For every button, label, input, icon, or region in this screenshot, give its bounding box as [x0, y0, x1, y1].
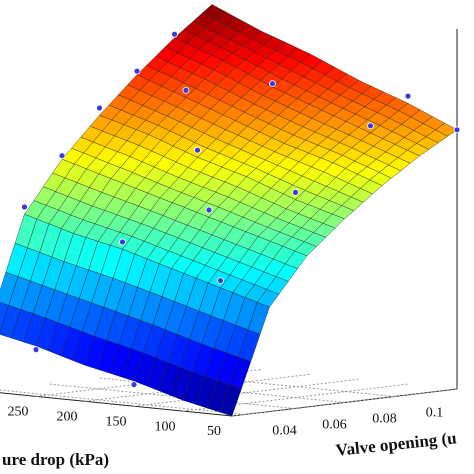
box-edge — [0, 392, 233, 417]
y-tick-label: 50 — [207, 424, 221, 439]
y-tick-label: 200 — [57, 410, 78, 425]
grid-line — [49, 383, 295, 409]
data-point — [96, 104, 103, 112]
data-point — [182, 87, 190, 94]
data-point — [133, 67, 141, 75]
x-tick-label: 0.1 — [426, 406, 444, 421]
surface-patch — [24, 159, 112, 234]
data-point — [404, 92, 412, 100]
x-tick-label: 0.08 — [372, 412, 397, 427]
surface-patch — [257, 199, 345, 257]
y-tick-label: 150 — [106, 414, 127, 429]
data-point — [58, 152, 66, 160]
surface-patch — [0, 213, 74, 347]
y-tick-label: 250 — [8, 405, 29, 420]
data-point — [21, 203, 28, 211]
data-point — [32, 346, 40, 354]
surface-patch — [208, 176, 296, 237]
surface-patch — [185, 60, 273, 121]
data-point — [217, 277, 224, 285]
surface-patch — [272, 53, 360, 111]
surface-patch — [370, 103, 458, 157]
surface-patch — [110, 134, 198, 199]
grid-line — [231, 388, 458, 417]
surface-patch — [148, 97, 236, 158]
data-point — [453, 126, 461, 134]
surface-patch — [133, 268, 221, 401]
data-point — [130, 381, 138, 389]
y-tick-label: 100 — [155, 419, 176, 434]
y-axis-label: ure drop (kPa) — [2, 450, 109, 469]
surface-patch — [332, 132, 420, 186]
surface-patch — [171, 216, 259, 289]
surface-patch — [159, 157, 247, 218]
data-point — [205, 206, 213, 214]
surface-patch — [99, 74, 187, 135]
surface-patch — [84, 248, 172, 382]
surface-patch — [73, 178, 161, 250]
x-tick-label: 0.04 — [272, 424, 297, 439]
surface-patch — [182, 287, 270, 417]
data-point — [269, 80, 276, 87]
surface-patch — [197, 120, 285, 177]
surface-patch — [61, 114, 149, 179]
grid-line — [133, 378, 360, 407]
surface-patch — [122, 197, 210, 269]
data-point — [171, 30, 178, 38]
surface-patch — [136, 37, 224, 98]
grid-line — [0, 389, 245, 415]
x-tick-label: 0.06 — [322, 418, 347, 433]
data-point — [119, 238, 126, 246]
surface-patch — [220, 236, 308, 308]
data-point — [292, 188, 299, 196]
data-point — [367, 122, 374, 130]
surface-patch — [35, 233, 123, 366]
data-point — [194, 146, 201, 154]
surface-patch — [174, 4, 262, 61]
